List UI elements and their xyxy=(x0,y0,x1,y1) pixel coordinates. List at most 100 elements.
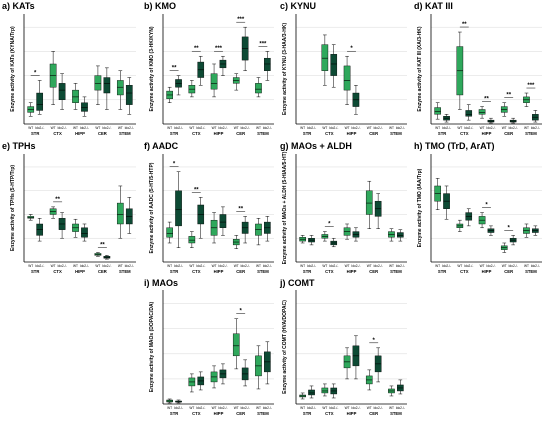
genotype-label: Ido2-/- xyxy=(102,264,111,268)
box-hipp-wt xyxy=(343,223,351,240)
box-body xyxy=(125,85,133,105)
genotype-label: Ido2-/- xyxy=(35,126,44,130)
genotype-label: WT xyxy=(256,264,261,268)
genotype-label: WT xyxy=(189,406,194,410)
genotype-label: Ido2-/- xyxy=(241,126,250,130)
region-label: CTX xyxy=(192,131,201,136)
y-axis-label: Enzyme activity of TMO (IAA/Trp) xyxy=(417,168,423,247)
genotype-label: Ido2-/- xyxy=(531,126,540,130)
box-stem-ko xyxy=(125,197,133,234)
genotype-label: WT xyxy=(189,264,194,268)
genotype-label: WT xyxy=(118,264,123,268)
sig-label: ** xyxy=(194,187,199,193)
region-label: CER xyxy=(98,269,107,274)
box-cer-wt xyxy=(500,102,508,117)
box-body xyxy=(116,80,124,96)
panel-d: d) KAT III Enzyme activity of KAT III (XA… xyxy=(414,1,542,136)
box-ctx-ko xyxy=(465,104,473,121)
box-hipp-ko xyxy=(81,223,88,242)
sig-label: *** xyxy=(259,41,267,47)
box-body xyxy=(175,190,182,227)
genotype-label: Ido2-/- xyxy=(307,406,316,410)
panel-title: g) MAOs + ALDH xyxy=(280,141,352,151)
box-ctx-wt xyxy=(321,231,329,242)
box-cer-wt xyxy=(232,318,240,370)
genotype-label: WT xyxy=(95,264,100,268)
box-hipp-wt xyxy=(210,365,218,389)
genotype-label: Ido2-/- xyxy=(396,126,405,130)
genotype-label: Ido2-/- xyxy=(80,264,89,268)
genotype-label: WT xyxy=(502,126,507,130)
y-axis-label: Enzyme activity of MAOs + ALDH (5-HIAA/5… xyxy=(282,151,288,264)
genotype-label: Ido2-/- xyxy=(351,406,360,410)
genotype-label: Ido2-/- xyxy=(486,126,495,130)
box-str-wt xyxy=(299,235,306,244)
sig-label: * xyxy=(328,222,331,228)
box-stem-ko xyxy=(532,225,539,236)
box-cer-ko xyxy=(374,193,382,229)
genotype-label: Ido2-/- xyxy=(174,406,183,410)
box-str-ko xyxy=(36,218,44,242)
genotype-label: WT xyxy=(234,406,239,410)
genotype-label: Ido2-/- xyxy=(374,126,383,130)
genotype-label: WT xyxy=(212,406,217,410)
genotype-label: Ido2-/- xyxy=(531,264,540,268)
panel-e: e) TPHs Enzyme activity of TPHs (5-HTP/Tr… xyxy=(2,141,136,274)
genotype-label: Ido2-/- xyxy=(125,126,134,130)
genotype-label: Ido2-/- xyxy=(351,126,360,130)
genotype-label: Ido2-/- xyxy=(486,264,495,268)
panel-title: e) TPHs xyxy=(2,141,36,151)
box-str-ko xyxy=(175,75,182,96)
box-cer-ko xyxy=(103,255,111,260)
box-cer-wt xyxy=(232,235,240,249)
box-stem-ko xyxy=(264,216,271,242)
genotype-label: Ido2-/- xyxy=(329,264,338,268)
panel-title: i) MAOs xyxy=(144,278,178,288)
region-label: STEM xyxy=(257,411,269,416)
region-label: CER xyxy=(504,131,513,136)
region-label: STR xyxy=(438,269,446,274)
box-stem-wt xyxy=(523,223,530,238)
genotype-label: WT xyxy=(95,126,100,130)
region-label: HIPP xyxy=(347,131,357,136)
box-body xyxy=(58,83,66,101)
box-body xyxy=(219,214,227,228)
genotype-label: Ido2-/- xyxy=(263,264,272,268)
box-ctx-ko xyxy=(197,371,205,391)
region-label: HIPP xyxy=(347,269,357,274)
box-ctx-ko xyxy=(58,73,66,110)
genotype-label: WT xyxy=(367,406,372,410)
box-cer-wt xyxy=(232,73,240,91)
genotype-label: WT xyxy=(234,264,239,268)
box-cer-ko xyxy=(374,347,382,383)
box-stem-wt xyxy=(116,185,124,239)
genotype-label: WT xyxy=(28,126,33,130)
genotype-label: Ido2-/- xyxy=(509,126,518,130)
box-str-wt xyxy=(434,178,441,210)
genotype-label: Ido2-/- xyxy=(174,264,183,268)
box-ctx-ko xyxy=(330,383,338,399)
region-label: CER xyxy=(236,269,245,274)
region-label: HIPP xyxy=(214,411,224,416)
box-body xyxy=(343,65,351,91)
box-ctx-ko xyxy=(197,197,205,239)
region-label: HIPP xyxy=(482,131,492,136)
sig-label: ** xyxy=(238,206,243,212)
panel-title: j) COMT xyxy=(279,278,315,288)
box-hipp-ko xyxy=(352,227,360,242)
box-str-ko xyxy=(308,235,315,246)
region-label: HIPP xyxy=(214,131,224,136)
region-label: STR xyxy=(31,131,39,136)
box-body xyxy=(478,109,486,115)
genotype-label: WT xyxy=(300,264,305,268)
genotype-label: WT xyxy=(345,264,350,268)
box-hipp-ko xyxy=(352,335,360,380)
genotype-label: WT xyxy=(300,406,305,410)
genotype-label: Ido2-/- xyxy=(218,406,227,410)
genotype-label: WT xyxy=(300,126,305,130)
region-label: STEM xyxy=(525,131,537,136)
box-str-wt xyxy=(299,392,306,400)
genotype-label: WT xyxy=(28,264,33,268)
genotype-label: Ido2-/- xyxy=(307,264,316,268)
